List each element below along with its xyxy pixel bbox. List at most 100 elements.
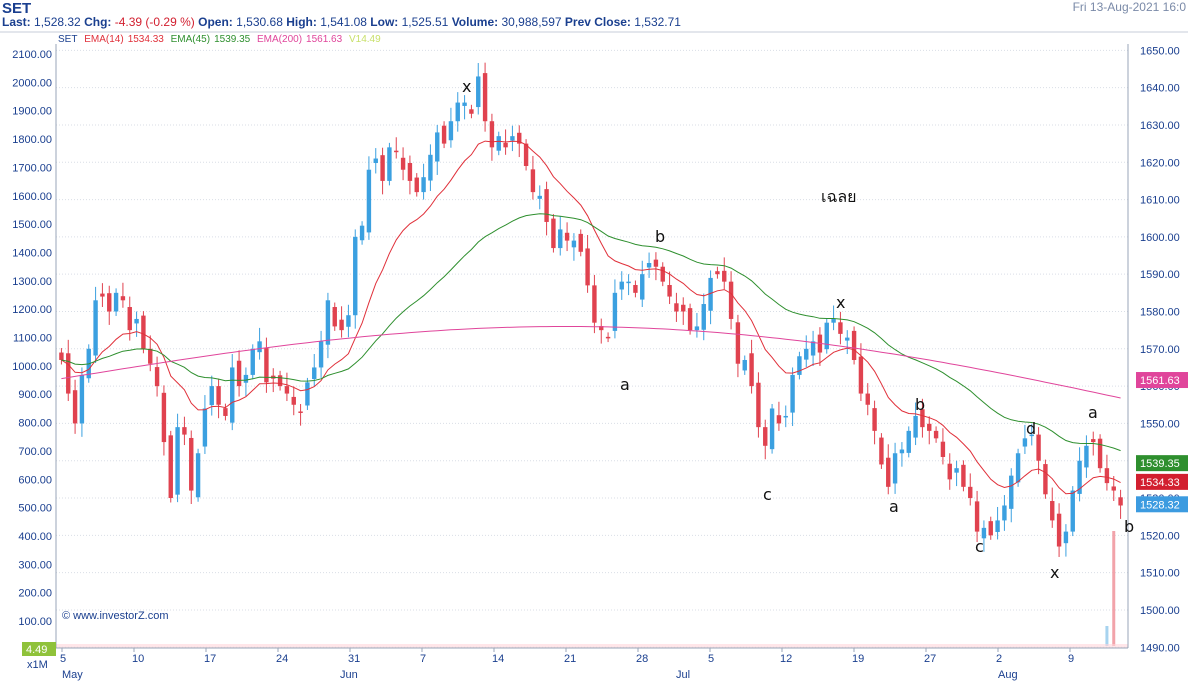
legend-volume-value: V14.49: [348, 34, 381, 45]
candle-body: [599, 326, 604, 331]
candle-body: [236, 360, 242, 387]
candle-body: [134, 318, 139, 324]
candle-body: [359, 225, 365, 241]
candle-body: [708, 277, 713, 311]
x-tick-label: 9: [1068, 653, 1074, 665]
chg-value: -4.39 (-0.29 %): [114, 15, 195, 29]
high-label: High:: [286, 15, 317, 29]
candle-body: [148, 348, 153, 364]
candle-body: [318, 341, 324, 368]
candle-body: [66, 353, 71, 394]
candle-body: [421, 177, 426, 193]
candle-body: [544, 189, 549, 222]
wave-annotation: b: [655, 227, 665, 246]
legend-ema200-value: 1561.63: [306, 34, 343, 45]
candle-body: [489, 121, 495, 148]
wave-annotation: a: [620, 375, 630, 394]
volume-label: Volume:: [451, 15, 499, 29]
candle-body: [571, 240, 577, 248]
candle-body: [154, 367, 160, 387]
ema45-line: [61, 213, 1121, 452]
left-tick-label: 1800.00: [12, 134, 52, 146]
volume-badge-bg: [22, 642, 56, 656]
candle-body: [93, 300, 98, 356]
candle-body: [558, 229, 563, 249]
candle-body: [783, 415, 788, 418]
left-tick-label: 1300.00: [12, 276, 52, 288]
month-label: Aug: [998, 669, 1018, 681]
legend-symbol: SET: [58, 34, 78, 45]
candle-body: [182, 427, 187, 435]
low-label: Low:: [370, 15, 399, 29]
wave-annotation: b: [1124, 517, 1134, 536]
candle-body: [742, 359, 747, 371]
candle-body: [974, 501, 980, 532]
candle-body: [701, 304, 706, 330]
candle-body: [564, 232, 570, 241]
candle-body: [913, 415, 918, 438]
candle-body: [633, 285, 638, 293]
candle-body: [722, 270, 727, 282]
quote-header: SET Fri 13-Aug-2021 16:0 Last: 1,528.32 …: [0, 0, 1188, 29]
wave-annotation: d: [1026, 419, 1036, 438]
candle-body: [277, 375, 283, 387]
candle-body: [674, 303, 679, 312]
candle-body: [455, 102, 460, 122]
candle-body: [763, 427, 768, 446]
left-tick-label: 400.00: [18, 531, 52, 543]
candle-body: [612, 292, 618, 331]
candle-body: [749, 353, 754, 387]
right-tick-label: 1600.00: [1140, 232, 1180, 244]
candle-body: [892, 453, 898, 484]
candle-body: [1077, 460, 1082, 494]
candle-body: [476, 76, 481, 108]
candle-body: [339, 319, 344, 331]
candle-body: [1111, 486, 1116, 491]
candle-body: [298, 411, 303, 413]
candle-body: [209, 386, 214, 406]
candle-body: [1091, 439, 1096, 443]
candle-body: [264, 348, 269, 383]
ema45-badge-bg: [1136, 455, 1188, 472]
right-tick-label: 1640.00: [1140, 83, 1180, 95]
candle-body: [906, 430, 911, 453]
ema14-badge-bg: [1136, 473, 1188, 490]
candle-body: [769, 408, 775, 450]
candle-body: [681, 304, 686, 312]
candle-body: [195, 453, 201, 498]
left-tick-label: 500.00: [18, 503, 52, 515]
ema45-badge: 1539.35: [1140, 458, 1180, 470]
legend-ema14-label: EMA(14): [84, 34, 124, 45]
candle-body: [414, 177, 419, 193]
right-tick-label: 1620.00: [1140, 157, 1180, 169]
x-tick-label: 31: [348, 653, 360, 665]
candle-body: [175, 427, 180, 495]
candle-body: [1002, 505, 1007, 521]
wave-annotation: เฉลย: [821, 187, 857, 206]
right-tick-label: 1500.00: [1140, 605, 1180, 617]
candle-body: [578, 233, 583, 252]
x-tick-label: 14: [492, 653, 504, 665]
month-label: May: [62, 669, 83, 681]
candle-body: [845, 337, 850, 341]
candle-body: [373, 158, 378, 164]
candle-body: [435, 132, 440, 162]
candle-body: [223, 408, 228, 416]
candle-body: [899, 449, 905, 454]
open-label: Open:: [198, 15, 233, 29]
candle-body: [687, 308, 693, 331]
wave-annotation: x: [836, 293, 845, 312]
candle-body: [400, 157, 406, 170]
candle-body: [496, 136, 501, 151]
volume-unit-label: x1M: [27, 659, 48, 671]
candle-body: [291, 396, 296, 405]
legend-ema45-value: 1539.35: [214, 34, 251, 45]
candle-body: [865, 393, 870, 405]
x-tick-label: 28: [636, 653, 648, 665]
candle-body: [530, 169, 536, 193]
candle-body: [851, 330, 857, 360]
candle-body: [961, 464, 966, 487]
volume-baseline: [56, 644, 1128, 648]
candle-body: [886, 457, 891, 487]
